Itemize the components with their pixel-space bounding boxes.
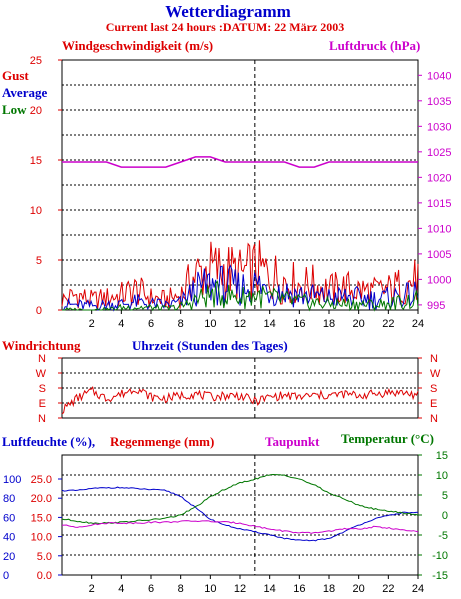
y-left-tick-label: 0 bbox=[36, 305, 42, 317]
x-tick-label: 22 bbox=[382, 318, 394, 330]
temperature-axis-label: Temperatur (°C) bbox=[341, 431, 434, 446]
series-line-taupunkt bbox=[61, 520, 419, 534]
dir-right-tick-label: N bbox=[430, 413, 438, 425]
temperature-tick-label: 5 bbox=[442, 490, 448, 502]
x-tick-label: 6 bbox=[148, 583, 154, 595]
rain-tick-label: 15.0 bbox=[31, 512, 52, 524]
y-right-tick-label: 1015 bbox=[427, 198, 451, 210]
x-tick-label: 24 bbox=[412, 318, 424, 330]
humidity-tick-label: 40 bbox=[3, 532, 15, 544]
rain-tick-label: 25.0 bbox=[31, 474, 52, 486]
dewpoint-axis-label: Taupunkt bbox=[265, 434, 320, 449]
x-tick-label: 14 bbox=[264, 318, 276, 330]
series-line-luftfeuchte bbox=[61, 486, 419, 542]
y-right-tick-label: 995 bbox=[427, 300, 445, 312]
dir-right-tick-label: N bbox=[430, 353, 438, 365]
y-right-tick-label: 1040 bbox=[427, 70, 451, 82]
y-right-tick-label: 1030 bbox=[427, 121, 451, 133]
x-tick-label: 12 bbox=[234, 318, 246, 330]
rain-axis-label: Regenmenge (mm) bbox=[110, 434, 214, 449]
rain-tick-label: 20.0 bbox=[31, 493, 52, 505]
series-line-average bbox=[62, 264, 419, 312]
y-right-tick-label: 1035 bbox=[427, 96, 451, 108]
x-tick-label: 16 bbox=[293, 583, 305, 595]
series-line-luftdruck bbox=[62, 156, 418, 168]
wind-direction-label: Windrichtung bbox=[2, 338, 81, 353]
x-tick-label: 16 bbox=[293, 318, 305, 330]
y-left-tick-label: 5 bbox=[36, 255, 42, 267]
temperature-tick-label: 15 bbox=[436, 450, 448, 462]
wind-speed-axis-label: Windgeschwindigkeit (m/s) bbox=[62, 38, 213, 53]
temperature-tick-label: 0 bbox=[442, 510, 448, 522]
time-axis-label: Uhrzeit (Stunden des Tages) bbox=[132, 338, 288, 353]
y-left-tick-label: 25 bbox=[30, 55, 42, 67]
y-right-tick-label: 1025 bbox=[427, 147, 451, 159]
x-tick-label: 18 bbox=[323, 318, 335, 330]
x-tick-label: 10 bbox=[204, 318, 216, 330]
dir-left-tick-label: W bbox=[36, 368, 47, 380]
series-line-low bbox=[62, 280, 419, 312]
legend-low: Low bbox=[2, 102, 27, 117]
dir-right-tick-label: E bbox=[430, 398, 437, 410]
humidity-tick-label: 60 bbox=[3, 512, 15, 524]
dir-right-tick-label: S bbox=[430, 383, 437, 395]
dir-left-tick-label: E bbox=[39, 398, 46, 410]
temperature-tick-label: -10 bbox=[432, 550, 448, 562]
y-right-tick-label: 1005 bbox=[427, 249, 451, 261]
humidity-tick-label: 20 bbox=[3, 551, 15, 563]
x-tick-label: 6 bbox=[148, 318, 154, 330]
y-right-tick-label: 1010 bbox=[427, 223, 451, 235]
y-left-tick-label: 10 bbox=[30, 205, 42, 217]
pressure-axis-label: Luftdruck (hPa) bbox=[329, 38, 420, 53]
dir-right-tick-label: W bbox=[430, 368, 441, 380]
x-tick-label: 14 bbox=[264, 583, 276, 595]
rain-tick-label: 5.0 bbox=[37, 551, 52, 563]
x-tick-label: 10 bbox=[204, 583, 216, 595]
x-tick-label: 8 bbox=[178, 318, 184, 330]
temperature-tick-label: -5 bbox=[438, 530, 448, 542]
wind-pressure-panel: 0510152025995100010051010101510201025103… bbox=[30, 55, 452, 330]
temperature-tick-label: 10 bbox=[436, 470, 448, 482]
page-subtitle: Current last 24 hours :DATUM: 22 März 20… bbox=[106, 20, 345, 34]
x-tick-label: 18 bbox=[323, 583, 335, 595]
temperature-tick-label: -15 bbox=[432, 570, 448, 582]
wind-direction-panel: N NW WS SE EN N bbox=[36, 353, 441, 425]
x-tick-label: 12 bbox=[234, 583, 246, 595]
legend-average: Average bbox=[2, 85, 47, 100]
y-right-tick-label: 1020 bbox=[427, 172, 451, 184]
x-tick-label: 2 bbox=[89, 583, 95, 595]
x-tick-label: 2 bbox=[89, 318, 95, 330]
rain-tick-label: 0.0 bbox=[37, 570, 52, 582]
legend-gust: Gust bbox=[2, 68, 29, 83]
page-title: Wetterdiagramm bbox=[165, 2, 291, 21]
humidity-tick-label: 80 bbox=[3, 493, 15, 505]
humidity-tick-label: 0 bbox=[3, 570, 9, 582]
humidity-axis-label: Luftfeuchte (%), bbox=[2, 434, 95, 449]
y-right-tick-label: 1000 bbox=[427, 274, 451, 286]
x-tick-label: 22 bbox=[382, 583, 394, 595]
dir-left-tick-label: N bbox=[38, 413, 46, 425]
series-line-gust bbox=[61, 240, 419, 309]
x-tick-label: 20 bbox=[353, 583, 365, 595]
x-tick-label: 8 bbox=[178, 583, 184, 595]
rain-tick-label: 10.0 bbox=[31, 532, 52, 544]
x-tick-label: 24 bbox=[412, 583, 424, 595]
y-left-tick-label: 20 bbox=[30, 105, 42, 117]
x-tick-label: 4 bbox=[118, 583, 124, 595]
x-tick-label: 20 bbox=[353, 318, 365, 330]
x-tick-label: 4 bbox=[118, 318, 124, 330]
series-line-temperatur bbox=[61, 473, 419, 525]
series-line-windrichtung bbox=[61, 386, 419, 415]
dir-left-tick-label: S bbox=[39, 383, 46, 395]
humidity-tick-label: 100 bbox=[3, 474, 21, 486]
y-left-tick-label: 15 bbox=[30, 155, 42, 167]
dir-left-tick-label: N bbox=[38, 353, 46, 365]
